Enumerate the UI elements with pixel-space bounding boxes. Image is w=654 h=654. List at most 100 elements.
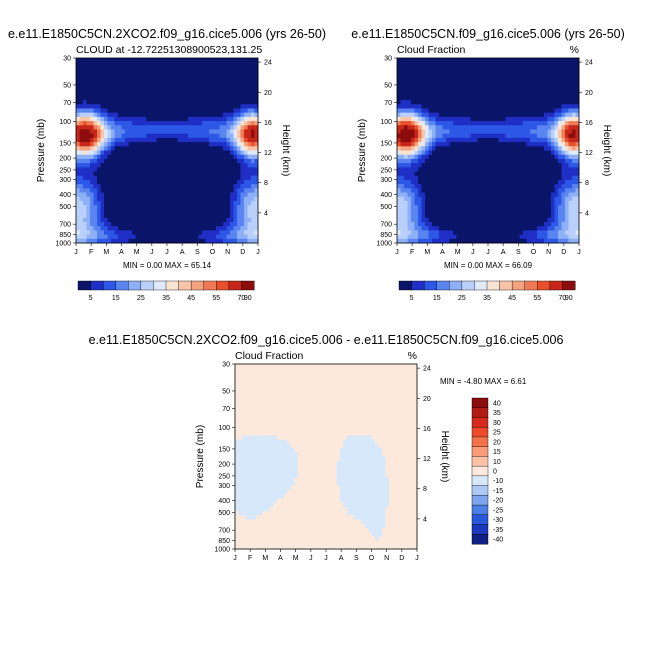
field-cell — [470, 112, 475, 118]
field-cell — [202, 163, 206, 168]
field-cell — [114, 66, 119, 72]
field-cell — [240, 116, 245, 122]
field-cell — [118, 163, 122, 168]
field-cell — [449, 192, 454, 198]
field-cell — [76, 192, 80, 198]
field-cell — [86, 104, 91, 109]
field-cell — [219, 213, 224, 219]
field-cell — [516, 200, 520, 206]
field-cell — [142, 230, 147, 235]
field-cell — [90, 100, 94, 105]
field-cell — [526, 175, 531, 181]
field-cell — [104, 104, 108, 109]
field-cell — [446, 58, 450, 63]
field-cell — [146, 108, 150, 114]
field-cell — [453, 146, 457, 151]
field-cell — [107, 171, 112, 177]
field-cell — [516, 146, 520, 151]
field-cell — [128, 146, 133, 151]
field-cell — [540, 213, 545, 219]
field-cell — [198, 58, 203, 63]
field-cell — [414, 70, 419, 76]
field-cell — [142, 209, 147, 214]
field-cell — [502, 196, 506, 202]
field-cell — [100, 74, 105, 80]
field-cell — [254, 238, 259, 244]
field-cell — [551, 108, 555, 114]
field-cell — [498, 192, 503, 198]
field-cell — [413, 368, 418, 373]
field-cell — [156, 221, 161, 227]
field-cell — [156, 226, 161, 231]
field-cell — [544, 58, 548, 63]
field-cell — [537, 116, 541, 122]
field-cell — [118, 175, 122, 181]
field-cell — [111, 167, 115, 172]
field-cell — [202, 112, 206, 118]
field-cell — [421, 100, 426, 105]
field-cell — [100, 158, 105, 164]
x-tick-label: J — [74, 249, 78, 256]
field-cell — [495, 112, 499, 118]
field-cell — [97, 62, 101, 67]
field-cell — [572, 112, 576, 118]
field-cell — [160, 74, 164, 80]
field-cell — [463, 200, 468, 206]
field-cell — [160, 125, 164, 130]
field-cell — [446, 200, 450, 206]
field-cell — [442, 121, 447, 126]
field-cell — [237, 87, 241, 93]
field-cell — [139, 175, 143, 181]
field-cell — [561, 234, 566, 240]
field-cell — [93, 188, 98, 193]
field-cell — [407, 112, 412, 118]
field-cell — [463, 163, 468, 168]
field-cell — [411, 171, 415, 177]
field-cell — [467, 230, 471, 235]
field-cell — [230, 167, 234, 172]
field-cell — [544, 70, 548, 76]
field-cell — [421, 95, 426, 101]
field-cell — [572, 209, 576, 214]
field-cell — [97, 95, 101, 101]
field-cell — [568, 79, 573, 84]
field-cell — [421, 87, 426, 93]
field-cell — [530, 121, 534, 126]
field-cell — [244, 116, 248, 122]
field-cell — [439, 200, 443, 206]
field-cell — [467, 154, 471, 160]
field-cell — [219, 91, 224, 97]
field-cell — [191, 238, 196, 244]
field-cell — [216, 188, 220, 193]
field-cell — [230, 200, 234, 206]
field-cell — [93, 133, 98, 139]
field-cell — [561, 167, 566, 172]
field-cell — [160, 171, 164, 177]
field-cell — [411, 112, 415, 118]
field-cell — [418, 196, 422, 202]
field-cell — [561, 158, 566, 164]
field-cell — [233, 179, 238, 185]
field-cell — [495, 167, 499, 172]
field-cell — [202, 146, 206, 151]
field-cell — [495, 62, 499, 67]
field-cell — [146, 100, 150, 105]
field-cell — [135, 95, 140, 101]
field-cell — [111, 74, 115, 80]
field-cell — [523, 79, 527, 84]
field-cell — [526, 188, 531, 193]
field-cell — [519, 200, 524, 206]
field-cell — [156, 108, 161, 114]
field-cell — [477, 200, 482, 206]
field-cell — [491, 213, 496, 219]
field-cell — [537, 142, 541, 147]
height-tick-label: 20 — [585, 90, 593, 97]
field-cell — [397, 129, 401, 135]
field-cell — [216, 129, 220, 135]
field-cell — [167, 112, 171, 118]
field-cell — [90, 133, 94, 139]
field-cell — [146, 192, 150, 198]
field-cell — [357, 372, 362, 378]
field-cell — [177, 158, 182, 164]
field-cell — [247, 95, 252, 101]
